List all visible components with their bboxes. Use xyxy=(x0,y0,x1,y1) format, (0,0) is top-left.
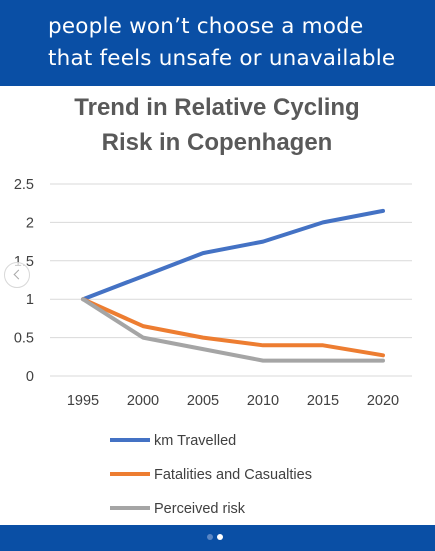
carousel-dot-2-active[interactable] xyxy=(217,534,223,540)
legend-label-1: Fatalities and Casualties xyxy=(154,467,312,483)
y-tick-label: 2 xyxy=(26,215,34,231)
series-lines xyxy=(81,208,385,363)
x-axis-ticks: 1995 2000 2005 2010 2015 2020 xyxy=(67,393,399,409)
x-tick-label: 1995 xyxy=(67,393,99,409)
y-tick-label: 0 xyxy=(26,369,34,385)
legend: km Travelled Fatalities and Casualties Per… xyxy=(110,433,312,517)
x-tick-label: 2015 xyxy=(307,393,339,409)
banner-text-line-1: people won’t choose a mode xyxy=(48,14,364,39)
y-axis-ticks: 00.511.522.5 xyxy=(14,177,34,385)
y-tick-label: 2.5 xyxy=(14,177,34,193)
x-tick-label: 2000 xyxy=(127,393,159,409)
series-line-2 xyxy=(81,297,385,363)
x-tick-label: 2010 xyxy=(247,393,279,409)
chart-title-line-2: Risk in Copenhagen xyxy=(102,129,333,156)
y-tick-label: 1 xyxy=(26,292,34,308)
chart: Trend in Relative Cycling Risk in Copenh… xyxy=(14,94,412,517)
chart-title-line-1: Trend in Relative Cycling xyxy=(74,94,359,121)
legend-label-2: Perceived risk xyxy=(154,501,246,517)
header-banner: people won’t choose a mode that feels un… xyxy=(0,0,435,86)
series-line-1 xyxy=(81,297,385,358)
y-tick-label: 0.5 xyxy=(14,331,34,347)
carousel-dot-1[interactable] xyxy=(207,534,213,540)
gridlines xyxy=(50,183,412,377)
x-tick-label: 2005 xyxy=(187,393,219,409)
carousel-footer xyxy=(0,525,435,551)
previous-slide-arrow-icon[interactable] xyxy=(4,262,30,288)
banner-text-line-2: that feels unsafe or unavailable xyxy=(48,46,396,71)
x-tick-label: 2020 xyxy=(367,393,399,409)
legend-label-0: km Travelled xyxy=(154,433,236,449)
series-line-0 xyxy=(81,208,385,302)
